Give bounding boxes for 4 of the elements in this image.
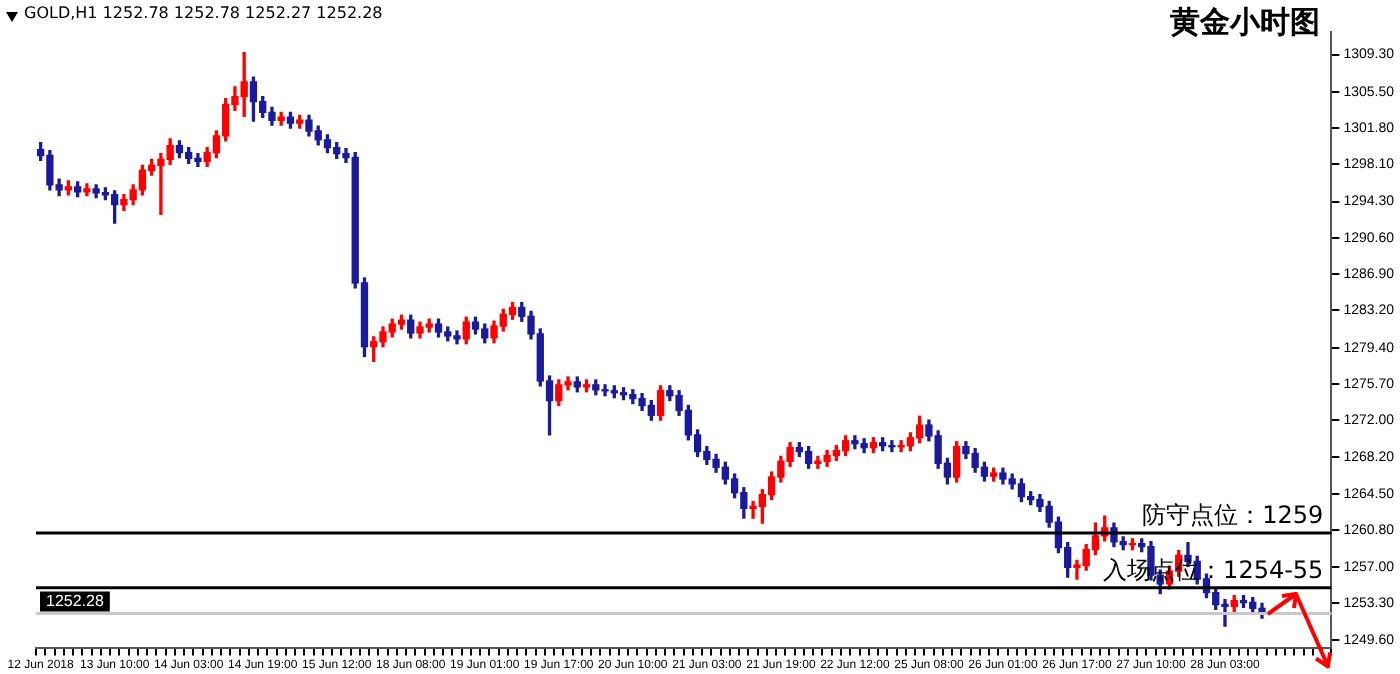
ref-line-label: 防守点位：1259 bbox=[1142, 501, 1324, 530]
chart-title: 黄金小时图 bbox=[1170, 4, 1320, 42]
chart-subtitle: GOLD,H1 1252.78 1252.78 1252.27 1252.28 bbox=[24, 4, 383, 22]
ref-line-label: 1252.28 bbox=[46, 591, 105, 610]
